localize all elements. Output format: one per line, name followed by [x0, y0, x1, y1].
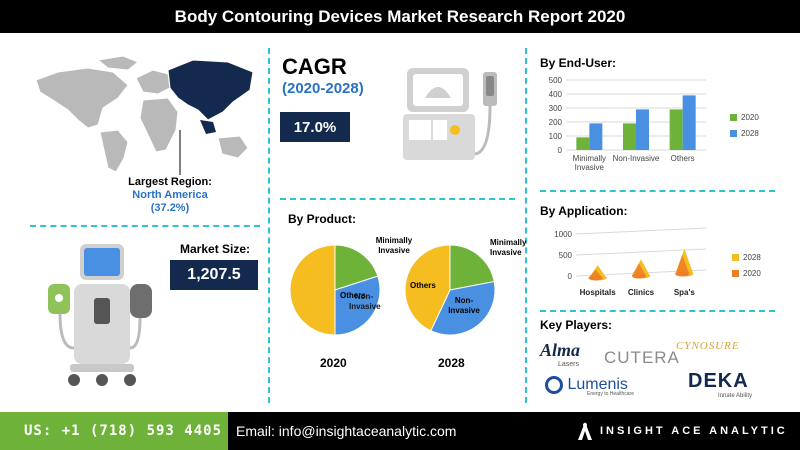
pie-slice-non-invasive — [334, 275, 381, 336]
y-tick-label: 500 — [559, 251, 573, 260]
largest-region: Largest Region: North America (37.2%) — [110, 176, 230, 215]
legend-swatch — [732, 254, 739, 261]
lumenis-logo-text: Lumenis — [567, 376, 628, 393]
pie-slice-minimally-invasive — [334, 244, 379, 291]
y-tick-label: 400 — [549, 90, 563, 99]
cagr-period: (2020-2028) — [282, 80, 364, 97]
x-tick-label: Clinics — [628, 288, 655, 297]
y-tick-label: 100 — [549, 132, 563, 141]
y-tick-label: 300 — [549, 104, 563, 113]
x-tick-label: Hospitals — [580, 288, 617, 297]
application-heading: By Application: — [540, 204, 628, 218]
bar-2020 — [576, 137, 590, 150]
largest-region-label: Largest Region: — [128, 176, 212, 188]
cone-base — [588, 275, 603, 281]
body-contouring-device-icon — [48, 244, 152, 386]
x-tick-label: Others — [671, 154, 695, 163]
pie-2020-minimally-label: Minimally Invasive — [375, 236, 413, 255]
deka-logo: DEKA Innate Ability — [688, 370, 752, 399]
market-size-value: 1,207.5 — [170, 260, 258, 290]
pie-slice-others — [290, 244, 336, 336]
key-players-heading: Key Players: — [540, 318, 613, 332]
bar-2020 — [623, 123, 636, 150]
ultrasound-device-icon — [403, 68, 497, 160]
cone-2020 — [632, 263, 646, 276]
legend-swatch — [732, 270, 739, 277]
world-map-icon — [35, 55, 254, 175]
pie-2028-others-label: Others — [410, 281, 436, 290]
x-tick-label: Non-Invasive — [613, 154, 660, 163]
separator-region — [30, 225, 260, 227]
application-bar-chart: 0 500 1000 Hospitals Clinics Spa's 2028 2020 — [554, 227, 761, 297]
separator-application — [540, 310, 775, 312]
separator-left — [268, 48, 270, 403]
y-tick-label: 500 — [549, 76, 563, 85]
page-title: Body Contouring Devices Market Research … — [0, 0, 800, 33]
legend-swatch — [730, 130, 737, 137]
cagr-value: 17.0% — [280, 112, 350, 142]
deka-logo-sub: Innate Ability — [718, 393, 753, 399]
product-pies: Others Others — [290, 244, 496, 336]
footer: US: +1 (718) 593 4405 Email: info@insigh… — [0, 412, 800, 450]
bar-2020 — [669, 109, 683, 150]
deka-logo-text: DEKA — [688, 370, 749, 392]
pie-2028-noninvasive-label: Non-Invasive — [448, 296, 480, 315]
legend-swatch — [730, 114, 737, 121]
bar-2028 — [636, 109, 649, 150]
legend-label: 2020 — [741, 113, 759, 122]
pie-slice-minimally-invasive — [449, 244, 495, 291]
footer-brand: INSIGHT ACE ANALYTIC — [600, 425, 788, 437]
pie-slice-non-invasive — [430, 280, 496, 336]
cutera-logo: CUTERA — [604, 348, 680, 367]
pie-2028-title: 2028 — [438, 356, 465, 370]
separator-right — [525, 48, 527, 403]
legend-label: 2028 — [741, 129, 759, 138]
alma-logo-sub: Lasers — [558, 361, 580, 368]
separator-cagr — [280, 198, 515, 200]
pie-2028-minimally-label: Minimally Invasive — [490, 238, 527, 257]
legend-label: 2028 — [743, 253, 761, 262]
pie-2020-noninvasive-label: Non-Invasive — [349, 292, 381, 311]
legend-label: 2020 — [743, 269, 761, 278]
x-tick-label: Spa's — [674, 288, 696, 297]
largest-region-share: (37.2%) — [150, 202, 190, 214]
y-tick-label: 200 — [549, 118, 563, 127]
y-tick-label: 1000 — [554, 230, 572, 239]
pie-2020 — [290, 244, 381, 336]
pie-2020-others-label: Others — [340, 291, 366, 300]
cone-2020 — [675, 255, 690, 274]
enduser-heading: By End-User: — [540, 56, 617, 70]
y-tick-label: 0 — [558, 146, 563, 155]
x-tick-label: Minimally — [573, 154, 606, 163]
pie-2020-title: 2020 — [320, 356, 347, 370]
cone-base — [632, 273, 646, 279]
footer-email[interactable]: Email: info@insightaceanalytic.com — [236, 423, 457, 439]
x-tick-label: Invasive — [575, 163, 605, 172]
pie-slice-others — [404, 244, 451, 332]
bar-2028 — [682, 95, 696, 150]
insight-ace-logo-icon — [578, 422, 592, 440]
market-size-label: Market Size: — [180, 242, 251, 256]
separator-enduser — [540, 190, 775, 192]
lumenis-circle-icon — [545, 376, 563, 394]
pie-2028 — [404, 244, 496, 336]
alma-logo-text: Alma — [540, 340, 581, 360]
footer-phone[interactable]: US: +1 (718) 593 4405 — [0, 412, 228, 450]
cynosure-logo: CYNOSURE — [676, 340, 740, 352]
largest-region-name: North America — [132, 189, 208, 201]
gridline — [575, 227, 707, 235]
product-heading: By Product: — [288, 212, 357, 226]
cagr-label: CAGR — [282, 54, 347, 79]
lumenis-logo: Lumenis Energy to Healthcare — [545, 376, 634, 397]
lumenis-logo-sub: Energy to Healthcare — [587, 391, 634, 398]
cone-base — [675, 271, 690, 277]
bar-2028 — [589, 123, 603, 150]
y-tick-label: 0 — [568, 272, 573, 281]
gridline — [575, 248, 707, 256]
alma-logo: Alma Lasers — [540, 340, 580, 368]
